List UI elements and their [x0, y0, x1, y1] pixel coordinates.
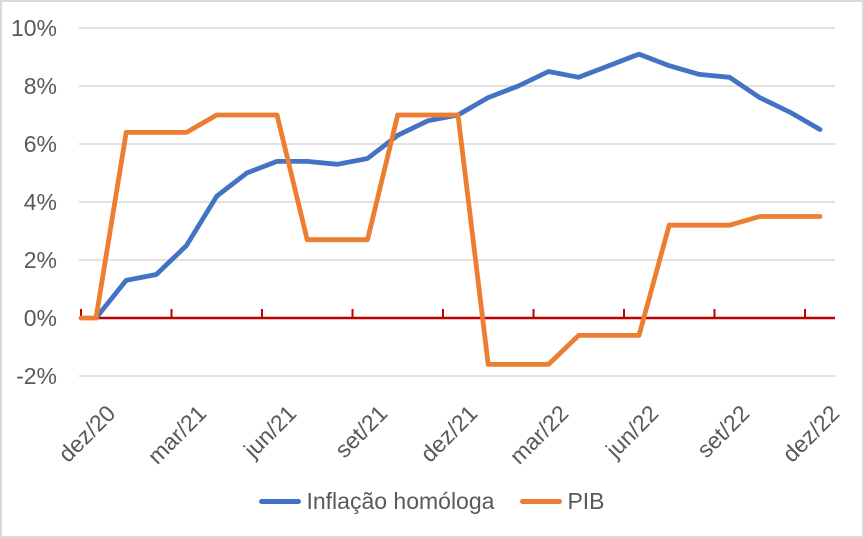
series-line-pib [78, 112, 823, 367]
legend-line-sample-orange [520, 498, 563, 504]
y-axis-tick-label: 6% [23, 131, 57, 157]
legend-item-pib: PIB [520, 487, 605, 515]
y-axis-tick-label: 0% [23, 305, 57, 331]
legend-item-inflacao-homologa: Inflação homóloga [259, 487, 494, 515]
y-axis-tick-label: 2% [23, 247, 57, 273]
legend-label-inflacao-homologa: Inflação homóloga [306, 488, 495, 514]
y-axis-tick-label: 4% [23, 189, 57, 215]
legend: Inflação homóloga PIB [2, 487, 862, 515]
y-axis-tick-label: 10% [10, 15, 57, 41]
series-line-inflacao-homologa [93, 51, 823, 321]
y-axis-tick-label: 8% [23, 73, 57, 99]
legend-label-pib: PIB [567, 488, 605, 514]
y-axis-tick-label: -2% [16, 363, 57, 389]
legend-line-sample-blue [259, 498, 302, 504]
